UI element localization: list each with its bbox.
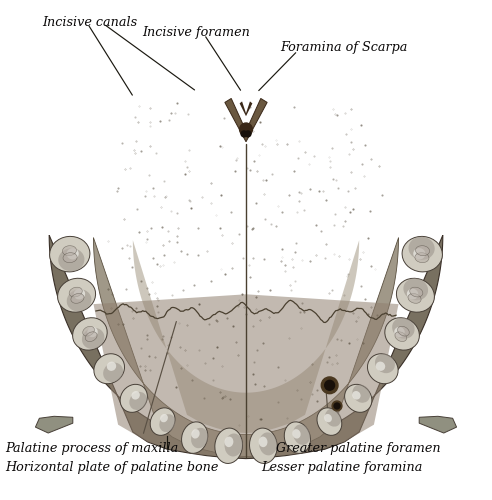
Ellipse shape (129, 392, 147, 410)
Circle shape (325, 380, 335, 390)
Ellipse shape (94, 354, 124, 384)
Ellipse shape (293, 424, 310, 445)
Polygon shape (225, 98, 267, 142)
Ellipse shape (62, 246, 76, 256)
Ellipse shape (284, 422, 310, 454)
Polygon shape (133, 240, 359, 433)
Ellipse shape (375, 354, 395, 373)
Ellipse shape (58, 248, 85, 272)
Polygon shape (93, 238, 399, 456)
Circle shape (241, 131, 247, 137)
Ellipse shape (416, 246, 430, 256)
Ellipse shape (159, 414, 176, 432)
Ellipse shape (87, 327, 98, 337)
Ellipse shape (83, 326, 94, 336)
Polygon shape (35, 416, 73, 433)
Ellipse shape (407, 288, 418, 300)
Ellipse shape (69, 287, 82, 297)
Ellipse shape (249, 428, 277, 464)
Ellipse shape (150, 408, 175, 436)
Ellipse shape (63, 252, 77, 262)
Ellipse shape (408, 237, 435, 260)
Ellipse shape (82, 328, 104, 349)
Polygon shape (240, 102, 252, 116)
Ellipse shape (395, 332, 406, 342)
Text: Greater palatine foramen: Greater palatine foramen (276, 442, 440, 455)
Ellipse shape (325, 409, 341, 426)
Ellipse shape (66, 248, 79, 260)
Circle shape (321, 377, 338, 394)
Ellipse shape (398, 326, 409, 336)
Ellipse shape (408, 294, 421, 304)
Ellipse shape (324, 414, 332, 422)
Ellipse shape (402, 236, 442, 272)
Circle shape (245, 131, 251, 137)
Ellipse shape (215, 428, 243, 464)
Ellipse shape (352, 384, 370, 403)
Circle shape (332, 401, 342, 411)
Ellipse shape (394, 327, 405, 337)
Ellipse shape (224, 436, 233, 447)
Ellipse shape (259, 436, 268, 447)
Polygon shape (419, 416, 457, 433)
Ellipse shape (191, 428, 208, 448)
Ellipse shape (131, 391, 140, 400)
Polygon shape (93, 294, 399, 458)
Ellipse shape (410, 287, 423, 297)
Polygon shape (49, 235, 443, 458)
Text: Incisive canals: Incisive canals (42, 16, 137, 28)
Ellipse shape (58, 278, 95, 312)
Ellipse shape (385, 318, 419, 350)
Circle shape (334, 403, 340, 409)
Text: Incisive foramen: Incisive foramen (143, 26, 250, 39)
Ellipse shape (352, 391, 361, 400)
Ellipse shape (397, 278, 434, 312)
Text: Foramina of Scarpa: Foramina of Scarpa (280, 41, 408, 54)
Ellipse shape (73, 318, 107, 350)
Ellipse shape (415, 252, 429, 262)
Ellipse shape (376, 362, 385, 371)
Ellipse shape (317, 408, 342, 436)
Ellipse shape (50, 236, 90, 272)
Text: Horizontal plate of palatine bone: Horizontal plate of palatine bone (5, 461, 218, 474)
Ellipse shape (368, 354, 398, 384)
Text: Palatine process of maxilla: Palatine process of maxilla (5, 442, 178, 455)
Ellipse shape (160, 414, 168, 422)
Ellipse shape (103, 362, 123, 382)
Ellipse shape (403, 278, 428, 300)
Ellipse shape (191, 429, 200, 438)
Ellipse shape (413, 248, 426, 260)
Ellipse shape (71, 294, 84, 304)
Ellipse shape (107, 362, 116, 371)
Ellipse shape (86, 332, 97, 342)
Ellipse shape (182, 422, 208, 454)
Ellipse shape (224, 434, 243, 456)
Text: Lesser palatine foramina: Lesser palatine foramina (261, 461, 422, 474)
Circle shape (240, 123, 252, 136)
Ellipse shape (292, 429, 301, 438)
Ellipse shape (67, 290, 92, 312)
Ellipse shape (392, 318, 415, 339)
Ellipse shape (259, 432, 277, 456)
Ellipse shape (120, 384, 148, 412)
Ellipse shape (344, 384, 372, 412)
Ellipse shape (74, 288, 85, 300)
